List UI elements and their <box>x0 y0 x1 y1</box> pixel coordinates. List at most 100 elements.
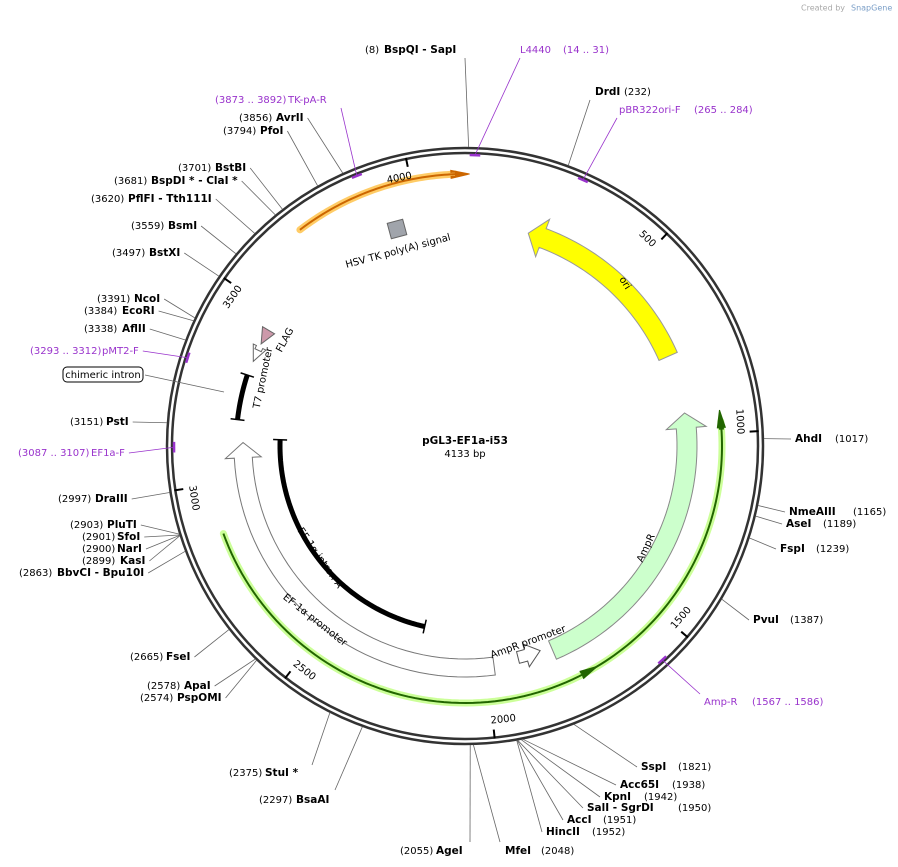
enzyme-leader <box>307 117 344 174</box>
t7-promoter <box>235 374 250 420</box>
enzyme-name: AvrII <box>276 112 304 124</box>
enzyme-leader <box>749 537 777 550</box>
enzyme-name: SfoI <box>117 531 140 543</box>
primer-leader <box>582 117 618 181</box>
primer-position: (1567 .. 1586) <box>752 697 824 708</box>
enzyme-name: AflII <box>122 323 146 335</box>
enzyme-leader <box>241 180 276 216</box>
green-arc-head <box>716 409 727 430</box>
enzyme-name: MfeI <box>505 845 531 857</box>
enzyme-position: (2899) <box>82 556 115 567</box>
enzyme-name: KasI <box>120 555 145 567</box>
created-by: Created by <box>801 4 845 13</box>
primer-name: EF1a-F <box>91 448 125 459</box>
scale-label: 3500 <box>221 284 245 311</box>
enzyme-leader <box>140 524 180 535</box>
feature-label: EF-1α intron A <box>295 526 345 591</box>
enzyme-leader <box>721 598 750 621</box>
primer-position: (14 .. 31) <box>563 45 609 56</box>
enzyme-name: BspQI - SapI <box>384 44 456 56</box>
enzyme-position: (1165) <box>853 507 886 518</box>
ef1a-promoter-arrow <box>223 441 496 678</box>
primer-name: TK-pA-R <box>287 95 327 106</box>
enzyme-leader <box>757 505 786 513</box>
enzyme-leader <box>473 744 501 843</box>
primer-leader <box>662 659 701 695</box>
enzyme-position: (3681) <box>114 176 147 187</box>
backbone-inner <box>170 151 760 741</box>
enzyme-position: (3559) <box>131 221 164 232</box>
scale-tick <box>174 488 184 492</box>
enzyme-leader <box>200 225 237 255</box>
enzyme-position: (2375) <box>229 768 262 779</box>
enzyme-position: (2863) <box>19 568 52 579</box>
enzyme-position: (1239) <box>816 544 849 555</box>
scale-label: 4000 <box>386 170 413 186</box>
enzyme-leader <box>287 130 318 187</box>
chimeric-intron-box <box>62 366 144 383</box>
primer-leader <box>340 107 358 176</box>
primer-position: (3087 .. 3107) <box>18 448 90 459</box>
enzyme-position: (8) <box>365 45 379 56</box>
enzyme-name: PspOMI <box>177 692 222 704</box>
scale-tick <box>404 157 409 168</box>
green-arc <box>566 421 723 683</box>
primer-leader <box>142 350 188 359</box>
scale-label: 2500 <box>291 659 318 683</box>
enzyme-leader <box>464 57 470 148</box>
enzyme-position: (2578) <box>147 681 180 692</box>
enzyme-name: AhdI <box>795 433 822 445</box>
ampr-arrow <box>547 412 708 660</box>
enzyme-position: (2055) <box>400 846 433 857</box>
enzyme-leader <box>144 534 180 538</box>
scale-label: 2000 <box>490 713 516 727</box>
enzyme-name: FseI <box>166 651 190 663</box>
primer-name: Amp-R <box>704 697 738 708</box>
ef1a-intron <box>277 439 426 629</box>
enzyme-name: HincII <box>546 826 580 838</box>
primer-name: L4440 <box>520 45 551 56</box>
primer-site <box>184 352 191 364</box>
scale-label: 1000 <box>733 409 745 435</box>
primer-position: (265 .. 284) <box>694 105 753 116</box>
primer-name: pBR322ori-F <box>619 105 681 116</box>
enzyme-name: NmeAIII <box>789 506 836 518</box>
primer-site <box>351 172 363 180</box>
enzyme-position: (2997) <box>58 494 91 505</box>
brand: SnapGene <box>851 4 892 13</box>
enzyme-leader <box>516 740 564 821</box>
enzyme-leader <box>573 724 638 768</box>
features <box>219 169 727 707</box>
enzyme-position: (3794) <box>223 126 256 137</box>
enzyme-name: PflFI - Tth111I <box>128 193 212 205</box>
flag-arrow <box>260 325 276 346</box>
green-arc-head <box>579 665 598 680</box>
enzyme-position: (1952) <box>592 827 625 838</box>
enzyme-leader <box>567 99 591 166</box>
enzyme-position: (232) <box>624 87 651 98</box>
enzyme-name: BbvCI - Bpu10I <box>57 567 144 579</box>
enzyme-name: BsaAI <box>296 794 329 806</box>
enzyme-name: EcoRI <box>122 305 155 317</box>
enzyme-leader <box>149 328 186 341</box>
enzyme-position: (2665) <box>130 652 163 663</box>
scale-tick <box>492 729 496 739</box>
enzyme-name: Acc65I <box>620 779 659 791</box>
enzyme-position: (2901) <box>82 532 115 543</box>
enzyme-leader <box>311 712 331 766</box>
feature-label: FLAG <box>274 326 296 354</box>
ori-arrow <box>527 218 678 362</box>
enzyme-leader <box>522 738 617 786</box>
enzyme-position: (1950) <box>678 803 711 814</box>
enzyme-position: (2574) <box>140 693 173 704</box>
enzyme-position: (3151) <box>70 417 103 428</box>
enzyme-name: BstBI <box>215 162 246 174</box>
primer-name: pMT2-F <box>102 346 139 357</box>
feature-end <box>422 619 427 634</box>
primer-leader <box>474 57 521 156</box>
enzyme-position: (3856) <box>239 113 272 124</box>
enzyme-position: (3338) <box>84 324 117 335</box>
enzyme-leader <box>334 726 363 791</box>
enzyme-position: (2048) <box>541 846 574 857</box>
